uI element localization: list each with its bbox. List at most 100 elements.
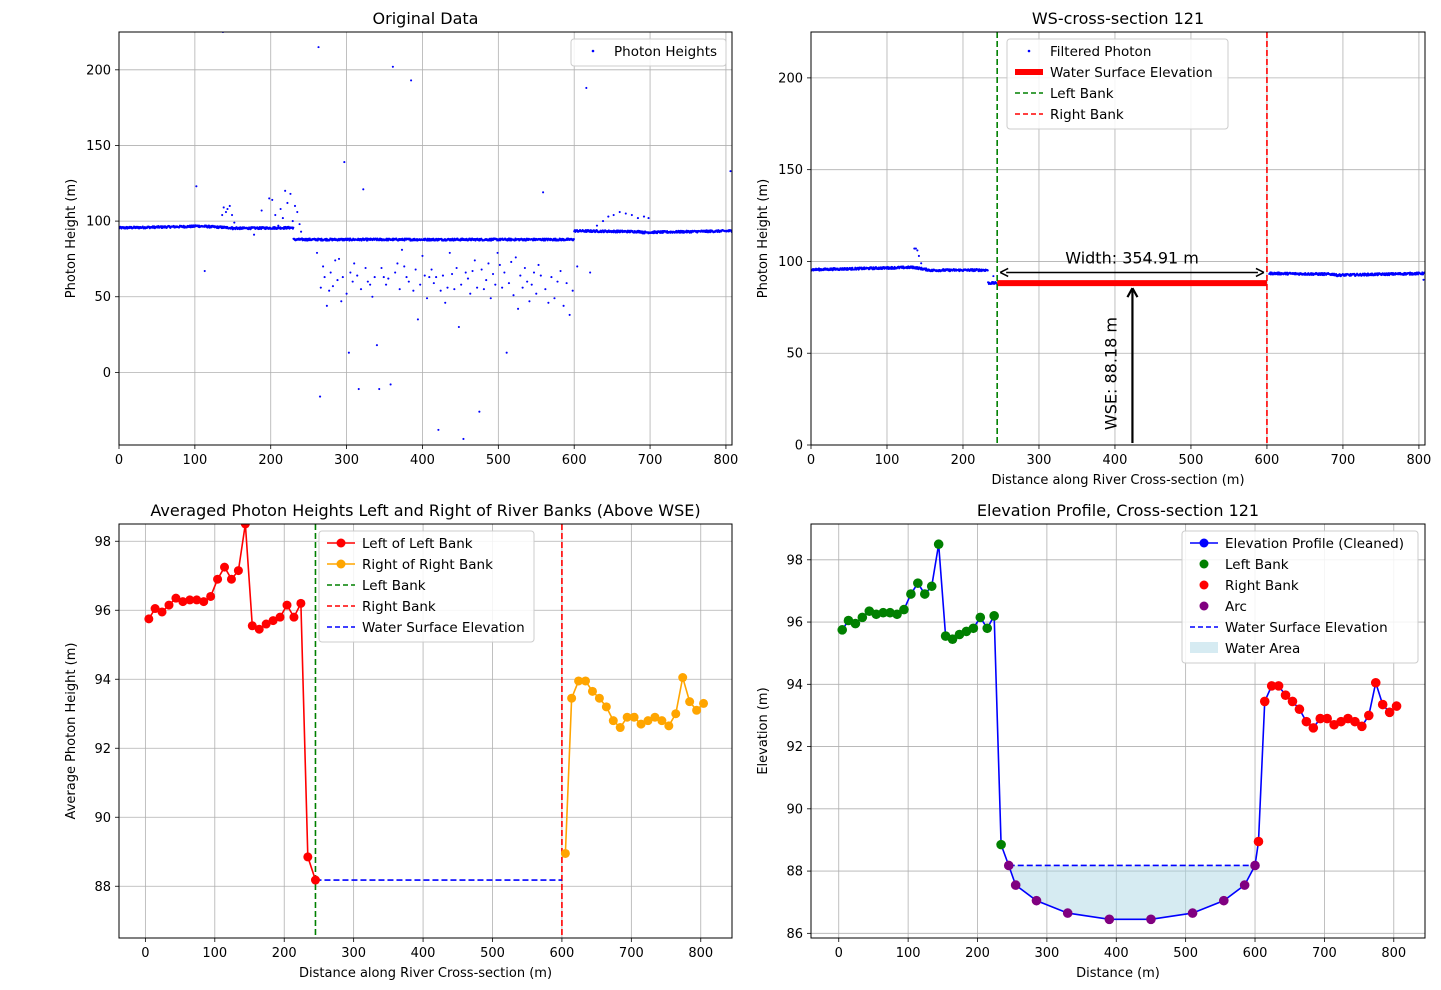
- photon-point: [252, 233, 256, 236]
- photon-point: [364, 266, 367, 270]
- photon-point: [228, 204, 231, 208]
- photon-point: [460, 283, 463, 286]
- right-bank-point: [1273, 681, 1284, 691]
- photon-point: [498, 263, 501, 267]
- x-tick-label: 400: [410, 453, 435, 468]
- left-bank-point: [926, 581, 937, 592]
- photon-point: [636, 217, 639, 220]
- photon-point: [315, 251, 319, 254]
- left-of-left-bank-point: [144, 614, 154, 624]
- x-tick-label: 500: [1179, 453, 1204, 468]
- left-bank-point: [906, 589, 916, 599]
- left-of-left-bank-point: [185, 595, 195, 605]
- photon-point: [523, 266, 526, 270]
- photon-point: [343, 161, 346, 164]
- photon-point: [356, 274, 359, 277]
- legend-label: Left Bank: [362, 578, 426, 594]
- chart-title: WS-cross-section 121: [1032, 9, 1204, 28]
- photon-point: [407, 280, 410, 283]
- legend-item: Filtered Photon: [1027, 44, 1151, 60]
- left-of-left-bank-point: [275, 612, 285, 622]
- left-of-left-bank-point: [310, 875, 320, 885]
- x-tick-label: 600: [1243, 946, 1268, 961]
- photon-point: [428, 276, 431, 279]
- right-bank-point: [1377, 699, 1388, 710]
- axes-frame: [118, 523, 733, 939]
- photon-point: [469, 292, 472, 295]
- photon-point: [396, 262, 399, 265]
- right-bank-point: [1350, 716, 1360, 727]
- photon-point: [378, 387, 381, 391]
- photon-point: [221, 214, 224, 217]
- x-tick-label: 800: [688, 946, 713, 961]
- left-bank-point: [892, 609, 902, 620]
- photon-point: [1322, 274, 1326, 277]
- legend-item: Water Area: [1190, 641, 1300, 657]
- photon-point: [1417, 273, 1420, 276]
- left-of-left-bank-point: [192, 595, 202, 605]
- photon-point: [455, 266, 458, 270]
- photon-point: [389, 383, 392, 386]
- photon-point: [505, 351, 508, 354]
- y-tick-label: 200: [86, 63, 111, 78]
- arc-point: [1187, 908, 1198, 918]
- photon-point: [391, 65, 394, 68]
- y-tick-label: 0: [795, 439, 803, 454]
- left-bank-point: [947, 634, 958, 644]
- photon-point: [292, 226, 295, 229]
- photon-point: [416, 318, 419, 321]
- photon-point: [325, 304, 328, 307]
- photon-point: [537, 263, 540, 267]
- photon-point: [521, 286, 524, 289]
- photon-point: [323, 276, 326, 279]
- y-tick-label: 96: [94, 604, 111, 619]
- legend: Left of Left Bank Right of Right Bank Left…: [318, 530, 535, 643]
- photon-point: [601, 220, 605, 223]
- photon-point: [362, 188, 365, 191]
- photon-point: [441, 274, 444, 277]
- photon-point: [914, 247, 917, 250]
- right-bank-point: [1364, 710, 1374, 721]
- photon-point: [286, 201, 289, 204]
- photon-point: [284, 189, 287, 192]
- y-tick-label: 90: [94, 811, 111, 826]
- photon-point: [485, 279, 488, 282]
- x-tick-label: 300: [334, 453, 359, 468]
- wse-annotation: WSE: 88.18 m: [1101, 317, 1120, 430]
- right-of-right-bank-point: [622, 712, 632, 722]
- photon-point: [1422, 278, 1425, 281]
- x-tick-label: 600: [550, 946, 575, 961]
- arc-point: [1031, 895, 1042, 906]
- photon-point: [279, 207, 282, 211]
- photon-point: [643, 232, 646, 235]
- photon-point: [482, 288, 485, 291]
- y-tick-label: 150: [86, 139, 111, 154]
- width-arrow-head-right: [1255, 267, 1265, 278]
- right-bank-point: [1259, 696, 1270, 707]
- photon-point: [398, 288, 401, 291]
- legend-marker: [336, 538, 346, 548]
- legend-label: Elevation Profile (Cleaned): [1225, 536, 1404, 552]
- photon-point: [322, 265, 325, 268]
- legend: Filtered Photon Water Surface Elevation Le…: [1006, 38, 1229, 130]
- photon-point: [318, 395, 322, 398]
- left-bank-point: [857, 612, 868, 623]
- x-tick-label: 600: [562, 453, 587, 468]
- photon-point: [412, 289, 415, 292]
- right-of-right-bank-point: [567, 693, 577, 703]
- photon-point: [547, 301, 550, 304]
- photon-point: [507, 282, 511, 285]
- x-tick-label: 200: [258, 453, 283, 468]
- right-of-right-bank-point: [650, 712, 660, 722]
- x-tick-label: 200: [965, 946, 990, 961]
- legend-marker: [1199, 559, 1209, 569]
- left-bank-point: [913, 578, 923, 588]
- left-of-left-bank-point: [254, 624, 264, 634]
- chart-title: Averaged Photon Heights Left and Right o…: [150, 501, 700, 520]
- y-axis-label: Photon Height (m): [64, 179, 79, 298]
- photon-point: [226, 207, 229, 211]
- photon-point: [274, 214, 277, 217]
- chart-title: Original Data: [373, 9, 479, 28]
- x-tick-label: 600: [1255, 453, 1280, 468]
- photon-point: [222, 206, 225, 209]
